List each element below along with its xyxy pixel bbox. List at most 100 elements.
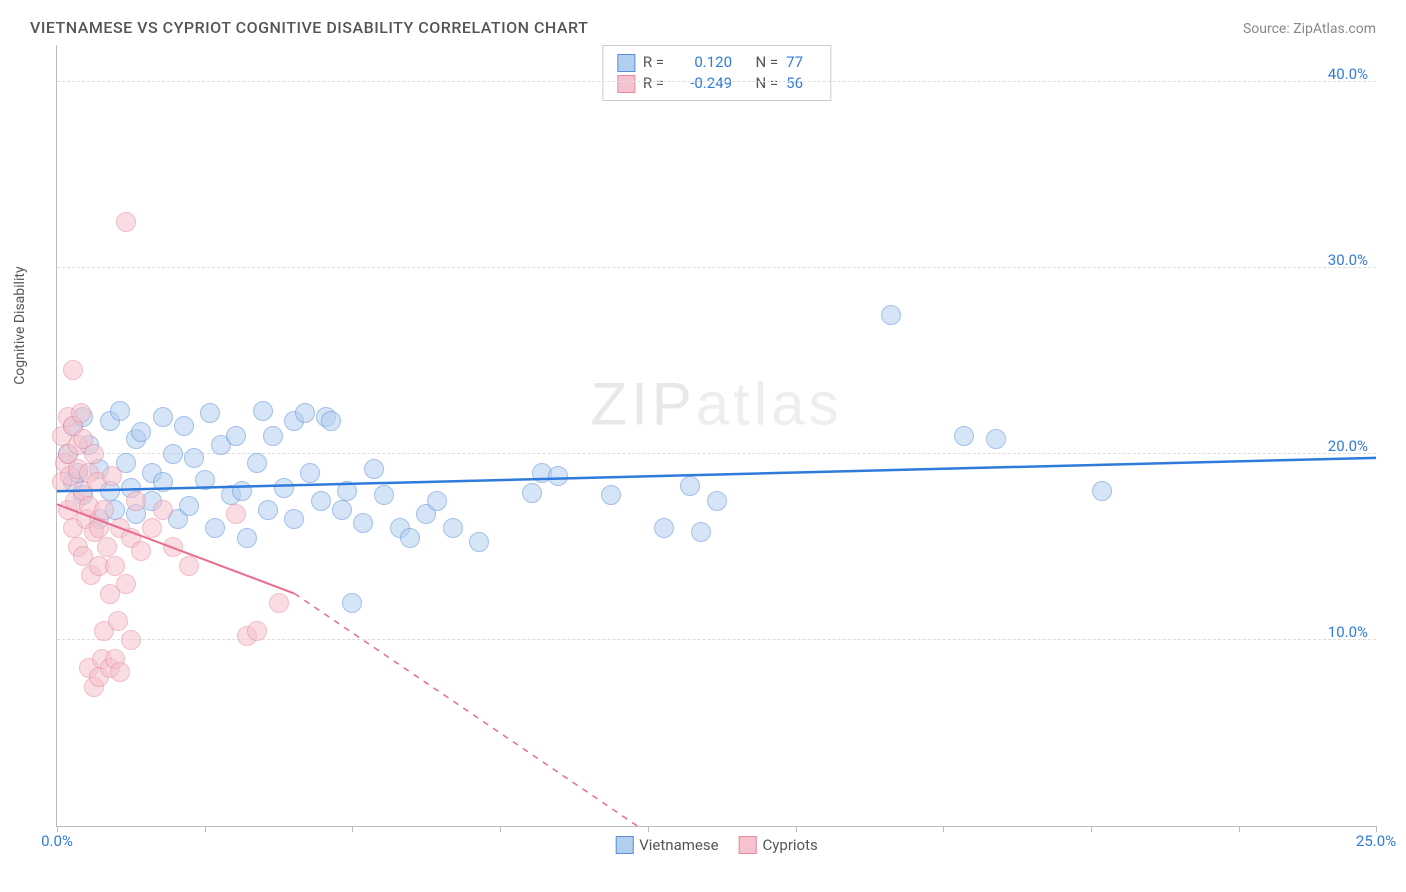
scatter-point (263, 426, 283, 446)
scatter-point (986, 429, 1006, 449)
legend-swatch (617, 54, 635, 72)
scatter-point (237, 528, 257, 548)
watermark: ZIPatlas (590, 370, 842, 439)
scatter-point (200, 403, 220, 423)
scatter-point (108, 611, 128, 631)
scatter-point (707, 491, 727, 511)
n-label: N = (756, 52, 779, 73)
scatter-point (184, 448, 204, 468)
scatter-point (311, 491, 331, 511)
legend-swatch (617, 75, 635, 93)
x-tick (500, 826, 501, 832)
scatter-point (153, 407, 173, 427)
scatter-chart: ZIPatlas R = 0.120 N = 77 R = -0.249 N = 56… (56, 45, 1376, 827)
scatter-point (954, 426, 974, 446)
r-value: -0.249 (672, 73, 732, 94)
scatter-point (153, 500, 173, 520)
legend-item: Vietnamese (615, 836, 718, 854)
scatter-point (89, 518, 109, 538)
scatter-point (274, 478, 294, 498)
scatter-point (116, 574, 136, 594)
scatter-point (163, 537, 183, 557)
scatter-point (364, 459, 384, 479)
r-value: 0.120 (672, 52, 732, 73)
legend-label: Cypriots (763, 836, 818, 854)
scatter-point (332, 500, 352, 520)
scatter-point (337, 481, 357, 501)
scatter-point (142, 518, 162, 538)
scatter-point (163, 444, 183, 464)
scatter-point (226, 504, 246, 524)
scatter-point (179, 556, 199, 576)
x-tick (943, 826, 944, 832)
y-tick-label: 30.0% (1328, 251, 1368, 269)
scatter-point (654, 518, 674, 538)
scatter-point (232, 481, 252, 501)
legend-item: Cypriots (739, 836, 818, 854)
scatter-point (258, 500, 278, 520)
scatter-point (522, 483, 542, 503)
scatter-point (116, 212, 136, 232)
scatter-point (153, 472, 173, 492)
legend-label: Vietnamese (639, 836, 718, 854)
scatter-point (300, 463, 320, 483)
gridline (57, 81, 1376, 82)
series-legend: Vietnamese Cypriots (615, 836, 818, 854)
scatter-point (126, 491, 146, 511)
n-value: 77 (786, 52, 816, 73)
scatter-point (63, 360, 83, 380)
x-tick (648, 826, 649, 832)
scatter-point (110, 662, 130, 682)
x-tick-label: 25.0% (1356, 832, 1396, 850)
y-axis-label: Cognitive Disability (12, 266, 28, 384)
x-tick (1239, 826, 1240, 832)
scatter-point (321, 411, 341, 431)
scatter-point (179, 496, 199, 516)
scatter-point (295, 403, 315, 423)
scatter-point (174, 416, 194, 436)
scatter-point (253, 401, 273, 421)
n-value: 56 (786, 73, 816, 94)
stat-legend: R = 0.120 N = 77 R = -0.249 N = 56 (602, 45, 831, 101)
scatter-point (469, 532, 489, 552)
stat-legend-row: R = 0.120 N = 77 (617, 52, 816, 73)
scatter-point (353, 513, 373, 533)
stat-legend-row: R = -0.249 N = 56 (617, 73, 816, 94)
scatter-point (881, 305, 901, 325)
r-label: R = (643, 52, 664, 73)
scatter-point (110, 401, 130, 421)
x-tick-label: 0.0% (41, 832, 73, 850)
scatter-point (71, 403, 91, 423)
y-tick-label: 20.0% (1328, 437, 1368, 455)
scatter-point (284, 509, 304, 529)
scatter-point (443, 518, 463, 538)
chart-source: Source: ZipAtlas.com (1243, 21, 1376, 37)
y-tick-label: 10.0% (1328, 623, 1368, 641)
x-tick (1091, 826, 1092, 832)
scatter-point (548, 466, 568, 486)
scatter-point (205, 518, 225, 538)
chart-title: VIETNAMESE VS CYPRIOT COGNITIVE DISABILI… (30, 18, 588, 37)
r-label: R = (643, 73, 664, 94)
scatter-point (269, 593, 289, 613)
gridline (57, 267, 1376, 268)
scatter-point (105, 556, 125, 576)
scatter-point (84, 444, 104, 464)
scatter-point (102, 466, 122, 486)
scatter-point (374, 485, 394, 505)
trend-lines (57, 45, 1376, 826)
x-tick (352, 826, 353, 832)
scatter-point (1092, 481, 1112, 501)
scatter-point (680, 476, 700, 496)
scatter-point (131, 422, 151, 442)
x-tick (205, 826, 206, 832)
legend-swatch (615, 836, 633, 854)
watermark-thin: atlas (696, 371, 843, 438)
n-label: N = (756, 73, 779, 94)
scatter-point (427, 491, 447, 511)
scatter-point (247, 453, 267, 473)
scatter-point (94, 500, 114, 520)
scatter-point (131, 541, 151, 561)
scatter-point (691, 522, 711, 542)
scatter-point (247, 621, 267, 641)
